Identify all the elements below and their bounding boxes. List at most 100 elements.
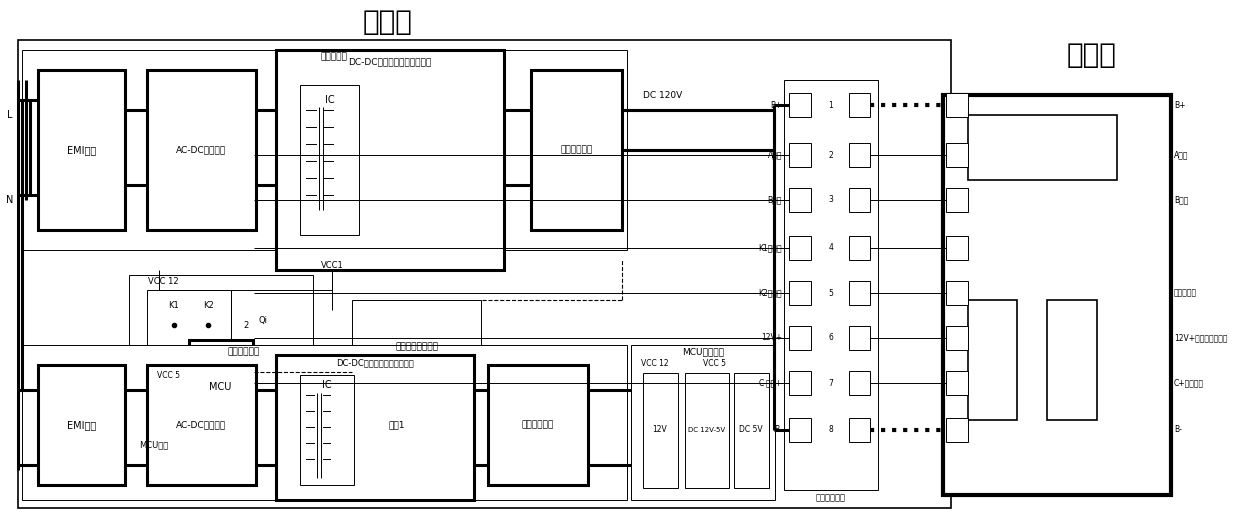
Bar [946,418,967,442]
Text: IC: IC [321,380,331,390]
Text: 2: 2 [828,151,833,160]
Bar [644,373,678,488]
Text: 输出控制单元: 输出控制单元 [522,421,554,429]
Text: C+，充电负: C+，充电负 [1174,379,1204,387]
Text: EMI单元: EMI单元 [67,420,95,430]
Bar [946,281,967,305]
Bar [946,236,967,260]
Text: 8: 8 [828,425,833,435]
Text: 充电接口模块: 充电接口模块 [816,494,846,502]
Bar [848,236,870,260]
Bar [848,418,870,442]
Bar [946,326,967,350]
Bar [300,375,355,485]
Bar [789,371,811,395]
Text: 充电器: 充电器 [362,8,412,36]
Bar [967,300,1017,420]
Bar [848,93,870,117]
Text: A信号: A信号 [768,151,782,160]
Text: K2金属片: K2金属片 [759,289,782,298]
Bar [684,373,729,488]
Text: VCC 5: VCC 5 [703,359,727,368]
Text: B+: B+ [1174,100,1185,110]
Text: Qi: Qi [258,316,268,324]
Text: IC: IC [325,95,335,105]
Text: 4: 4 [828,244,833,253]
Bar [946,371,967,395]
Bar [22,50,627,250]
Text: DC 12V-5V: DC 12V-5V [688,427,725,433]
Text: VCC 12: VCC 12 [149,278,179,287]
Bar [1047,300,1096,420]
Text: MCU: MCU [210,382,232,392]
Bar [22,345,627,500]
Text: 主电源模块: 主电源模块 [320,52,347,61]
Bar [188,340,253,435]
Text: L: L [7,110,12,120]
Text: 输出控制单元: 输出控制单元 [560,145,593,154]
Text: AC-DC转换单元: AC-DC转换单元 [176,421,227,429]
Bar [789,188,811,212]
Bar [489,365,588,485]
Text: N: N [6,195,14,205]
Bar [789,143,811,167]
Text: 6: 6 [828,333,833,342]
Bar [146,290,231,365]
Text: K2: K2 [203,300,213,310]
Text: K1: K1 [169,300,179,310]
Text: A信号: A信号 [1174,151,1189,160]
Bar [17,40,951,508]
Bar [784,80,878,490]
Text: 电池包: 电池包 [1066,41,1117,69]
Text: VCC1: VCC1 [321,260,343,269]
Text: B-: B- [1174,425,1182,435]
Text: C-充电+: C-充电+ [759,379,782,387]
Bar [37,70,125,230]
Text: EMI单元: EMI单元 [67,145,95,155]
Bar [848,371,870,395]
Bar [277,355,475,500]
Text: DC-DC变压器降压及控制单元: DC-DC变压器降压及控制单元 [348,58,432,67]
Text: VCC 12: VCC 12 [641,359,668,368]
Text: 7: 7 [828,379,833,387]
Text: MCU电源模块: MCU电源模块 [682,348,724,356]
Bar [848,281,870,305]
Bar [300,85,360,235]
Text: MCU模块: MCU模块 [139,440,169,449]
Text: 辅助电源模块: 辅助电源模块 [227,348,259,356]
Text: 3: 3 [828,195,833,205]
Bar [129,275,312,450]
Text: 12V+: 12V+ [761,333,782,342]
Text: 12V+，给电池位上电: 12V+，给电池位上电 [1174,333,1228,342]
Text: B信号: B信号 [768,195,782,205]
Bar [146,70,255,230]
Bar [789,236,811,260]
Bar [789,326,811,350]
Text: 金属短接片: 金属短接片 [1174,289,1198,298]
Bar [942,95,1171,495]
Bar [848,143,870,167]
Bar [967,115,1116,180]
Bar [789,93,811,117]
Bar [277,50,505,270]
Text: VCC 5: VCC 5 [157,371,180,380]
Bar [946,188,967,212]
Bar [848,188,870,212]
Bar [789,418,811,442]
Text: 12V: 12V [652,425,667,435]
Text: B-: B- [774,425,782,435]
Bar [848,326,870,350]
Text: 功率器件散热模块: 功率器件散热模块 [396,342,439,352]
Text: AC-DC转换单元: AC-DC转换单元 [176,145,227,154]
Bar [734,373,769,488]
Bar [352,300,481,395]
Text: DC 120V: DC 120V [644,90,682,100]
Text: 2: 2 [243,320,249,330]
Text: 1: 1 [828,100,833,110]
Text: K1金属片: K1金属片 [759,244,782,253]
Bar [946,93,967,117]
Text: DC 5V: DC 5V [739,425,763,435]
Text: 5: 5 [828,289,833,298]
Text: B信号: B信号 [1174,195,1188,205]
Text: 方法1: 方法1 [389,421,405,429]
